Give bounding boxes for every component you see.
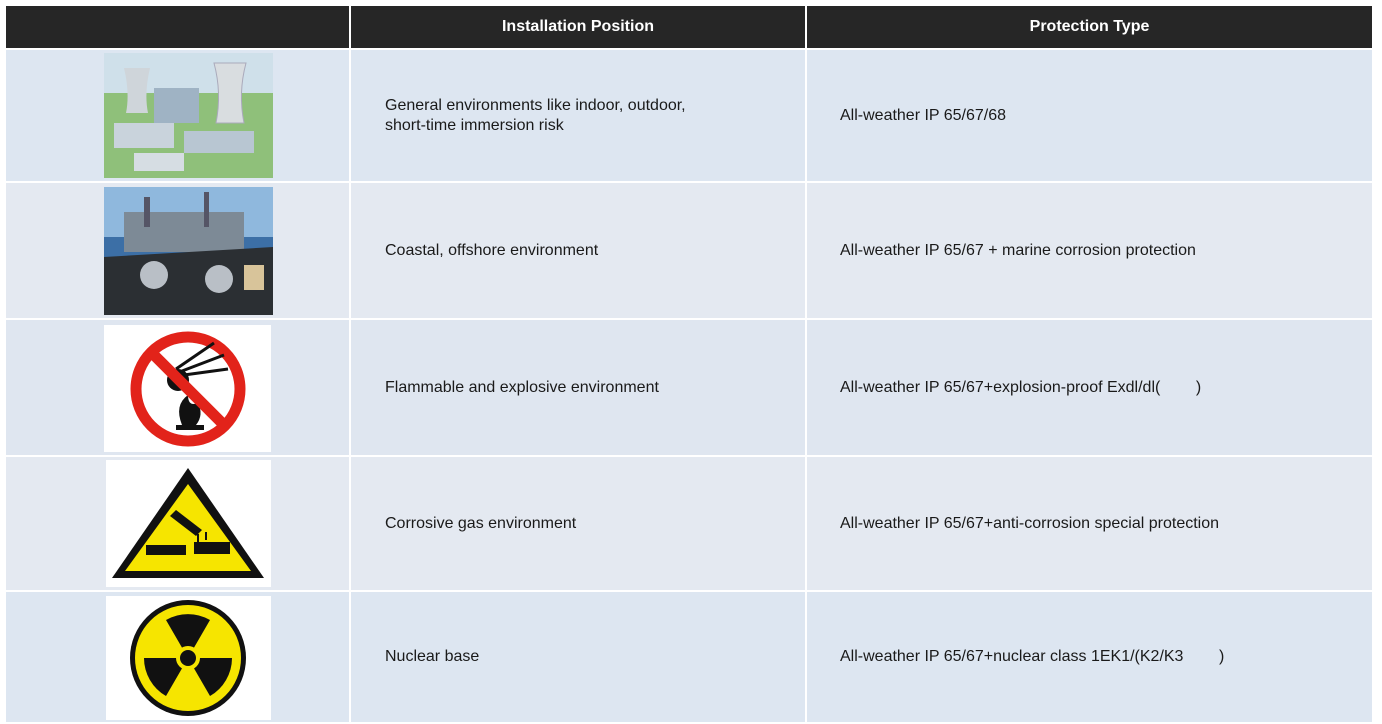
corrosive-sign bbox=[106, 460, 271, 587]
explosion-sign bbox=[104, 325, 271, 452]
header-cell: Installation Position bbox=[351, 6, 805, 48]
position-text: Flammable and explosive environment bbox=[385, 320, 805, 455]
protection-text: All-weather IP 65/67/68 bbox=[840, 50, 1370, 181]
radiation-sign bbox=[106, 596, 271, 720]
header-text: Protection Type bbox=[1030, 18, 1150, 36]
protection-text: All-weather IP 65/67 + marine corrosion … bbox=[840, 183, 1370, 318]
power-plant-image bbox=[104, 53, 273, 178]
position-text: Corrosive gas environment bbox=[385, 457, 805, 590]
offshore-image bbox=[104, 187, 273, 315]
protection-text: All-weather IP 65/67+nuclear class 1EK1/… bbox=[840, 592, 1370, 722]
header-cell: Protection Type bbox=[807, 6, 1372, 48]
position-text: Coastal, offshore environment bbox=[385, 183, 805, 318]
header-cell bbox=[6, 6, 349, 48]
page: Installation Position Protection Type Ge… bbox=[0, 0, 1382, 724]
position-text: General environments like indoor, outdoo… bbox=[385, 50, 805, 181]
protection-text: All-weather IP 65/67+anti-corrosion spec… bbox=[840, 457, 1370, 590]
position-text: Nuclear base bbox=[385, 592, 805, 722]
protection-text: All-weather IP 65/67+explosion-proof Exd… bbox=[840, 320, 1370, 455]
header-text: Installation Position bbox=[502, 18, 654, 36]
